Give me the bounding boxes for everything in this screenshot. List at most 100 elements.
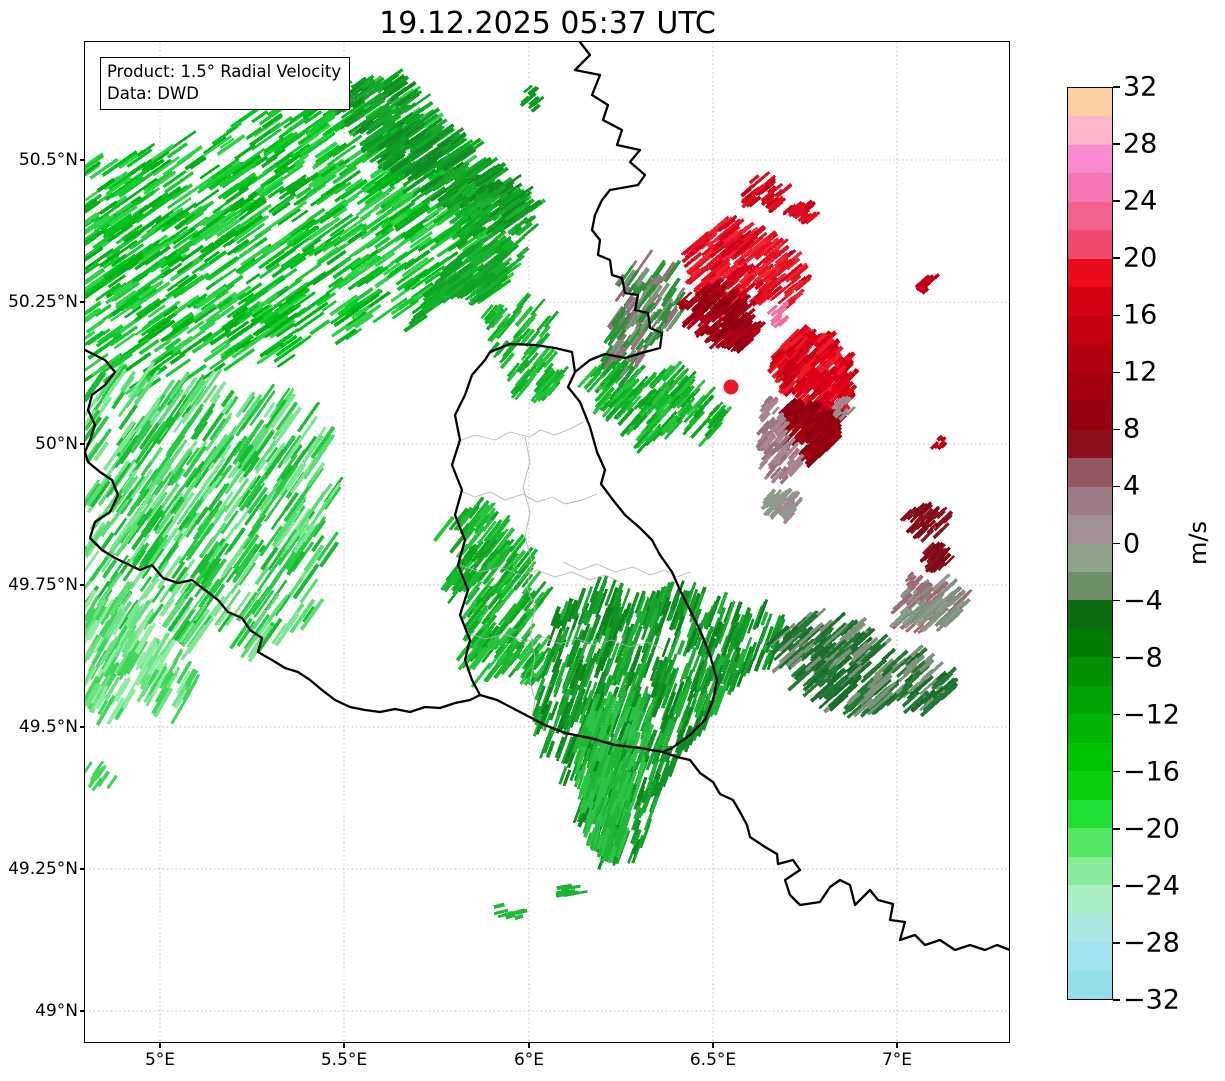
echo-streak	[263, 447, 288, 480]
echo-streak	[169, 467, 184, 486]
echo-streak	[263, 311, 280, 325]
echo-streak	[851, 636, 879, 662]
echo-streak	[277, 412, 294, 434]
echo-streak	[251, 424, 268, 446]
echo-streak	[147, 458, 172, 491]
echo-streak	[619, 366, 629, 378]
echo-streak	[307, 426, 327, 453]
echo-streak	[624, 389, 643, 410]
echo-streak	[364, 265, 389, 285]
echo-streak	[794, 382, 806, 394]
echo-streak	[784, 337, 803, 356]
echo-streak	[151, 345, 177, 365]
echo-streak	[631, 337, 641, 350]
echo-streak	[93, 197, 129, 224]
echo-streak	[577, 602, 590, 626]
echo-streak	[612, 339, 625, 356]
echo-streak	[647, 729, 658, 750]
echo-streak	[300, 137, 326, 157]
echo-streak	[276, 353, 296, 368]
echo-streak	[802, 666, 825, 688]
echo-streak	[583, 810, 596, 838]
echo-streak	[762, 280, 778, 294]
echo-streak	[406, 256, 435, 278]
echo-streak	[765, 196, 780, 209]
echo-streak	[614, 273, 626, 287]
echo-streak	[147, 480, 172, 513]
echo-streak	[646, 331, 657, 345]
echo-streak	[475, 604, 489, 620]
echo-streak	[456, 238, 469, 250]
echo-streak	[414, 217, 438, 235]
echo-streak	[469, 201, 499, 224]
echo-streak	[403, 249, 431, 271]
echo-streak	[146, 311, 178, 335]
echo-streak	[180, 244, 205, 263]
echo-streak	[150, 451, 173, 481]
echo-streak	[746, 618, 755, 634]
echo-streak	[643, 723, 654, 746]
echo-streak	[334, 328, 358, 346]
echo-region-upper-scatter	[444, 174, 540, 271]
echo-streak	[116, 239, 138, 256]
echo-streak	[820, 624, 846, 648]
echo-streak	[627, 625, 643, 658]
echo-streak	[327, 276, 344, 289]
echo-streak	[695, 692, 708, 719]
echo-streak	[510, 225, 523, 237]
echo-streak	[670, 631, 682, 654]
echo-streak	[819, 642, 834, 657]
echo-streak	[470, 662, 492, 689]
echo-streak	[291, 209, 309, 223]
echo-streak	[801, 638, 815, 651]
echo-streak	[332, 206, 348, 219]
echo-streak	[315, 142, 339, 159]
echo-streak	[101, 368, 128, 404]
echo-streak	[631, 413, 648, 431]
echo-streak	[905, 656, 919, 670]
echo-streak	[517, 638, 536, 661]
echo-streak	[766, 304, 779, 315]
echo-streak	[185, 447, 200, 466]
echo-streak	[699, 327, 710, 337]
echo-streak	[693, 694, 703, 713]
echo-region-sw-pale-tail	[85, 589, 201, 726]
echo-streak	[135, 651, 146, 666]
echo-streak	[782, 364, 796, 377]
echo-streak	[594, 386, 615, 409]
echo-streak	[122, 177, 158, 204]
echo-streak	[728, 328, 748, 347]
echo-streak	[285, 229, 304, 244]
echo-streak	[506, 254, 526, 271]
echo-streak	[130, 296, 150, 311]
echo-streak	[280, 496, 307, 532]
echo-streak	[279, 245, 316, 272]
echo-streak	[256, 556, 283, 593]
echo-streak	[696, 293, 716, 312]
echo-streak	[562, 769, 572, 787]
echo-streak	[826, 667, 846, 685]
echo-streak	[189, 369, 216, 407]
echo-streak	[668, 747, 682, 778]
echo-streak	[624, 770, 637, 801]
echo-streak	[302, 439, 320, 462]
echo-streak	[251, 165, 278, 185]
echo-streak	[116, 259, 139, 277]
echo-streak	[905, 652, 920, 667]
echo-streak	[160, 317, 195, 343]
echo-streak	[326, 249, 347, 266]
echo-streak	[615, 668, 625, 686]
echo-streak	[388, 202, 414, 222]
echo-streak	[306, 470, 320, 488]
echo-streak	[209, 595, 226, 618]
echo-streak	[505, 188, 525, 204]
echo-streak	[275, 322, 296, 338]
echo-streak	[414, 135, 440, 156]
echo-streak	[155, 515, 176, 543]
echo-streak	[210, 157, 240, 180]
echo-streak	[725, 239, 745, 256]
echo-streak	[842, 694, 865, 716]
echo-streak	[530, 580, 547, 600]
echo-streak	[192, 582, 214, 611]
echo-streak	[176, 670, 191, 694]
